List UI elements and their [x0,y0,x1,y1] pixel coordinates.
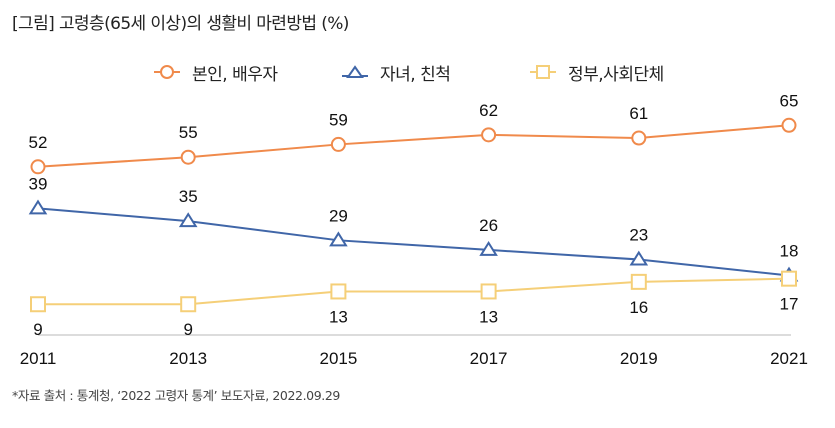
data-label: 39 [29,174,48,193]
legend-item-self-spouse: 본인, 배우자 [152,58,278,86]
data-label: 61 [629,104,648,123]
circle-marker [631,130,647,146]
data-label: 13 [479,307,498,326]
x-tick-label: 2011 [20,349,57,368]
data-label: 26 [479,216,498,235]
series-line-0 [37,124,790,168]
series-line-2 [38,277,790,306]
circle-marker-icon [154,65,180,79]
triangle-marker [178,212,198,228]
data-label: 13 [329,307,348,326]
circle-marker [781,117,797,133]
square-marker [480,283,497,300]
source-note: *자료 출처 : 통계청, ‘2022 고령자 통계’ 보도자료, 2022.0… [12,388,340,403]
x-tick-label: 2015 [319,349,357,368]
legend-item-government-social: 정부,사회단체 [528,58,664,86]
triangle-marker [479,241,498,256]
square-marker [30,296,46,313]
circle-marker [180,149,196,165]
data-label: 9 [183,320,192,339]
series-line-1 [37,207,790,277]
data-label: 18 [780,241,799,260]
square-marker [630,273,647,290]
data-label: 16 [629,298,648,317]
triangle-marker [329,231,348,247]
triangle-marker-icon [342,65,368,78]
data-label: 52 [29,133,48,152]
legend: 본인, 배우자 자녀, 친척 정부,사회단체 [0,58,835,86]
legend-label: 정부,사회단체 [568,64,664,85]
data-label: 62 [479,101,498,120]
triangle-marker [629,250,649,266]
square-marker [180,296,197,313]
square-marker [781,270,797,287]
x-tick-label: 2021 [770,349,808,368]
x-tick-label: 2019 [620,349,658,368]
square-marker [330,283,347,300]
circle-marker [30,159,46,175]
legend-label: 본인, 배우자 [192,64,278,85]
data-label: 55 [179,123,198,142]
data-label: 9 [33,320,42,339]
circle-marker [330,136,346,152]
legend-label: 자녀, 친척 [380,64,451,85]
data-label: 59 [329,110,348,129]
circle-marker [481,127,497,143]
x-tick-label: 2017 [470,349,508,368]
x-tick-label: 2013 [169,349,207,368]
square-marker-icon [530,65,556,79]
data-label: 29 [329,206,348,225]
data-label: 65 [780,91,799,110]
legend-item-children-relatives: 자녀, 친척 [340,58,451,86]
data-label: 17 [780,295,799,314]
data-label: 23 [629,225,648,244]
triangle-marker [28,199,48,215]
chart-title: [그림] 고령층(65세 이상)의 생활비 마련방법 (%) [12,14,349,34]
data-label: 35 [179,187,198,206]
